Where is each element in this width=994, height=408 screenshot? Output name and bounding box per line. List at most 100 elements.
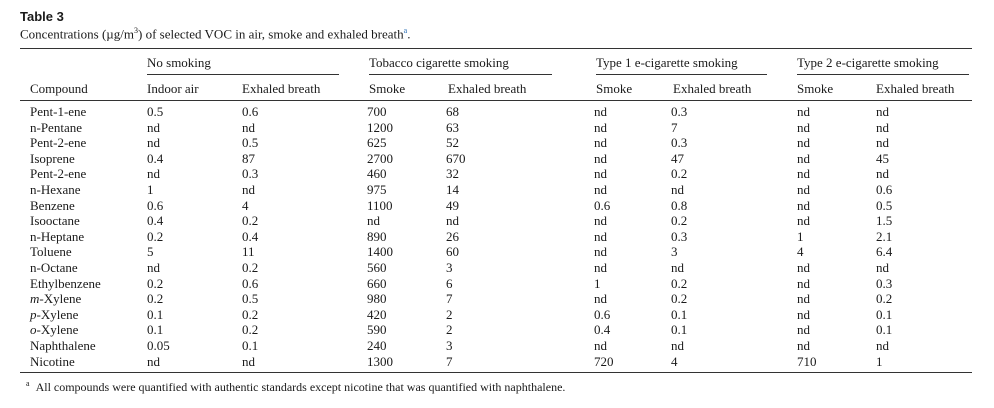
- compound-cell: Naphthalene: [30, 338, 147, 354]
- table-row: Ethylbenzene 0.2 0.6 660 6 1 0.2 nd 0.3: [30, 276, 966, 292]
- value-cell: 1: [876, 353, 883, 369]
- value-cell: nd: [594, 228, 607, 244]
- value-cell: 1400: [367, 244, 393, 260]
- value-cell: 45: [876, 150, 889, 166]
- value-cell: 980: [367, 291, 387, 307]
- compound-cell: Nicotine: [30, 354, 147, 370]
- value-cell: 0.2: [147, 275, 164, 291]
- value-cell: 5: [147, 244, 154, 260]
- value-cell: 0.2: [671, 291, 688, 307]
- column-header-compound: Compound: [30, 81, 88, 96]
- compound-cell: n-Octane: [30, 260, 147, 276]
- value-cell: nd: [797, 166, 810, 182]
- column-header-exhaled-breath: Exhaled breath: [876, 81, 955, 96]
- compound-prefix: m: [30, 291, 40, 307]
- value-cell: 0.1: [876, 322, 893, 338]
- compound-cell: m-Xylene: [30, 291, 147, 307]
- value-cell: nd: [242, 353, 255, 369]
- compound-cell: Ethylbenzene: [30, 276, 147, 292]
- group-header-type2: Type 2 e-cigarette smoking: [797, 55, 939, 70]
- compound-name: Ethylbenzene: [30, 275, 101, 291]
- value-cell: 0.1: [876, 306, 893, 322]
- table-row: Nicotine nd nd 1300 7 720 4 710 1: [30, 354, 966, 370]
- value-cell: nd: [367, 213, 380, 229]
- caption-footnote-mark[interactable]: a: [403, 26, 408, 35]
- compound-cell: o-Xylene: [30, 322, 147, 338]
- compound-cell: n-Pentane: [30, 120, 147, 136]
- value-cell: nd: [147, 259, 160, 275]
- column-header-smoke: Smoke: [369, 81, 406, 96]
- value-cell: nd: [594, 244, 607, 260]
- column-header-exhaled-breath: Exhaled breath: [673, 81, 752, 96]
- table-row: Naphthalene 0.05 0.1 240 3 nd nd nd nd: [30, 338, 966, 354]
- compound-cell: Benzene: [30, 198, 147, 214]
- table-row: Isoprene 0.4 87 2700 670 nd 47 nd 45: [30, 151, 966, 167]
- value-cell: 0.6: [242, 104, 259, 119]
- value-cell: nd: [797, 150, 810, 166]
- table-row: n-Heptane 0.2 0.4 890 26 nd 0.3 1 2.1: [30, 229, 966, 245]
- value-cell: nd: [797, 291, 810, 307]
- value-cell: 0.5: [242, 291, 259, 307]
- value-cell: nd: [594, 291, 607, 307]
- value-cell: 52: [446, 135, 459, 151]
- value-cell: 6: [446, 275, 453, 291]
- value-cell: 420: [367, 306, 387, 322]
- value-cell: 2700: [367, 150, 393, 166]
- value-cell: 0.1: [671, 322, 688, 338]
- top-rule: [20, 48, 972, 49]
- value-cell: 0.2: [147, 291, 164, 307]
- value-cell: 2.1: [876, 228, 893, 244]
- column-header-indoor-air: Indoor air: [147, 81, 199, 96]
- compound-name: n-Octane: [30, 259, 78, 275]
- value-cell: 0.1: [242, 337, 259, 353]
- compound-name: -Xylene: [39, 291, 82, 307]
- compound-cell: p-Xylene: [30, 307, 147, 323]
- value-cell: nd: [797, 119, 810, 135]
- value-cell: 0.3: [242, 166, 259, 182]
- value-cell: 14: [446, 181, 459, 197]
- compound-name: n-Pentane: [30, 119, 82, 135]
- value-cell: 2: [446, 306, 453, 322]
- value-cell: 1: [147, 181, 154, 197]
- value-cell: 3: [446, 259, 453, 275]
- value-cell: nd: [797, 275, 810, 291]
- value-cell: nd: [594, 104, 607, 119]
- value-cell: 0.1: [147, 322, 164, 338]
- value-cell: 0.5: [876, 197, 893, 213]
- value-cell: 0.05: [147, 337, 170, 353]
- value-cell: 1: [797, 228, 804, 244]
- value-cell: nd: [594, 119, 607, 135]
- header-rule: [20, 100, 972, 101]
- value-cell: 0.8: [671, 197, 688, 213]
- value-cell: 1.5: [876, 213, 893, 229]
- column-header-exhaled-breath: Exhaled breath: [242, 81, 321, 96]
- compound-cell: Pent-2-ene: [30, 166, 147, 182]
- value-cell: 0.4: [242, 228, 259, 244]
- value-cell: 0.1: [147, 306, 164, 322]
- value-cell: 3: [671, 244, 678, 260]
- value-cell: nd: [147, 119, 160, 135]
- compound-name: Isooctane: [30, 213, 80, 229]
- value-cell: 660: [367, 275, 387, 291]
- value-cell: 2: [446, 322, 453, 338]
- value-cell: 0.4: [147, 150, 164, 166]
- value-cell: nd: [797, 213, 810, 229]
- value-cell: 890: [367, 228, 387, 244]
- group-underline-no-smoking: [147, 74, 339, 75]
- value-cell: nd: [594, 135, 607, 151]
- table-footnote: a All compounds were quantified with auth…: [26, 379, 565, 395]
- value-cell: 710: [797, 353, 817, 369]
- table-row: n-Hexane 1 nd 975 14 nd nd nd 0.6: [30, 182, 966, 198]
- compound-name: Pent-2-ene: [30, 135, 87, 151]
- value-cell: 560: [367, 259, 387, 275]
- group-header-type1: Type 1 e-cigarette smoking: [596, 55, 738, 70]
- value-cell: nd: [797, 337, 810, 353]
- table-row: Toluene 5 11 1400 60 nd 3 4 6.4: [30, 244, 966, 260]
- value-cell: 0.3: [671, 228, 688, 244]
- value-cell: 0.4: [147, 213, 164, 229]
- value-cell: 0.2: [147, 228, 164, 244]
- value-cell: nd: [876, 259, 889, 275]
- value-cell: 7: [446, 291, 453, 307]
